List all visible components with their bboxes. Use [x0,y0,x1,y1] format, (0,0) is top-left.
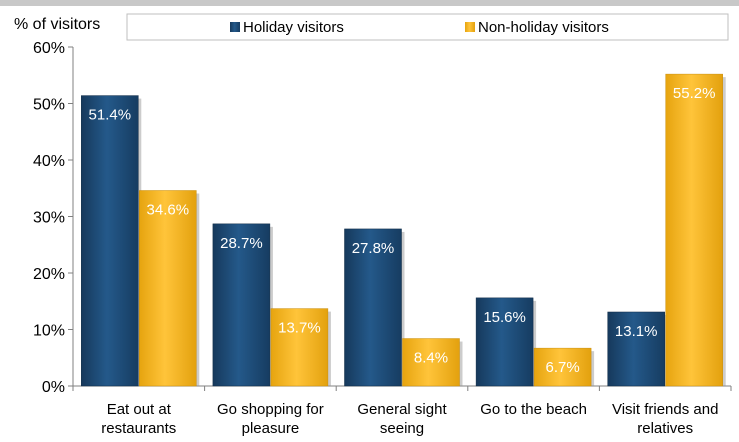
category-label: Visit friends and [612,401,718,418]
legend-swatch-non-holiday [465,22,475,32]
y-tick-label: 0% [42,379,65,396]
bar-non-holiday [270,308,329,387]
data-label: 55.2% [673,85,716,102]
legend-swatch-holiday [230,22,240,32]
legend: Holiday visitors Non-holiday visitors [126,13,729,41]
y-tick-label: 30% [33,210,65,227]
y-tick-label: 50% [33,97,65,114]
y-axis-title: % of visitors [14,16,100,33]
y-tick-label: 40% [33,153,65,170]
bar-holiday [475,297,534,387]
top-band [0,0,739,6]
data-label: 27.8% [352,240,395,257]
data-labels: 51.4% 34.6% 28.7% 13.7% 27.8% 8.4% 15.6% 6.7% 13… [89,85,716,376]
category-labels: Eat out at restaurants Go shopping for plea… [101,401,718,437]
data-label: 28.7% [220,235,263,252]
data-label: 34.6% [147,202,190,219]
data-label: 13.1% [615,323,658,340]
y-tick-label: 60% [33,40,65,57]
category-label: seeing [380,420,424,437]
category-label: restaurants [101,420,176,437]
category-label: Eat out at [107,401,172,418]
data-label: 13.7% [278,320,321,337]
data-label: 51.4% [89,107,132,124]
bar-non-holiday [533,347,592,387]
bar-holiday [607,311,665,387]
bar-non-holiday [139,190,197,387]
bar-non-holiday [665,73,723,387]
legend-label-non-holiday: Non-holiday visitors [478,19,609,36]
category-label: pleasure [242,420,300,437]
category-label: Go to the beach [480,401,587,418]
legend-box [126,13,729,41]
bar-holiday [212,223,271,387]
y-tick-label: 20% [33,266,65,283]
data-label: 6.7% [545,359,579,376]
category-label: General sight [357,401,447,418]
bar-holiday [81,95,139,387]
legend-label-holiday: Holiday visitors [243,19,344,36]
data-label: 8.4% [414,350,448,367]
category-label: Go shopping for [217,401,324,418]
bar-non-holiday [402,338,460,387]
data-label: 15.6% [483,309,526,326]
bars [81,73,726,387]
category-label: relatives [637,420,693,437]
bar-holiday [344,228,402,387]
y-tick-label: 10% [33,323,65,340]
